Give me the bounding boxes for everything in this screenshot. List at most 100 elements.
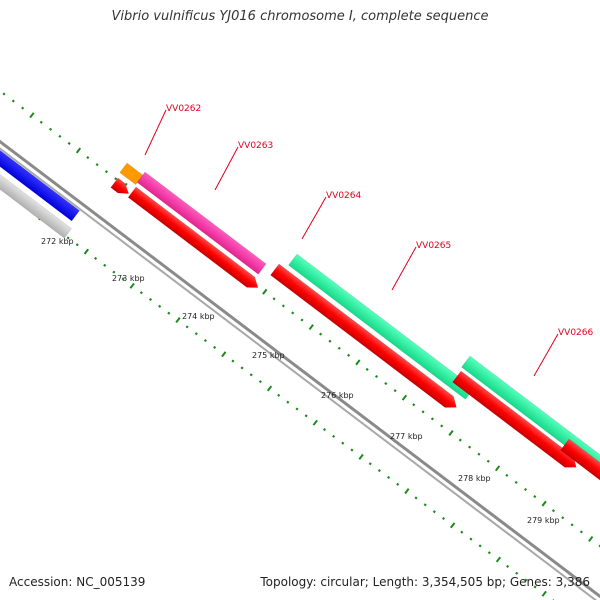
outer-minor-tick bbox=[486, 459, 490, 463]
outer-minor-tick bbox=[533, 495, 537, 499]
outer-minor-tick bbox=[551, 509, 555, 513]
gene-leader-line bbox=[214, 146, 239, 191]
inner-minor-tick bbox=[148, 297, 153, 302]
inner-minor-tick bbox=[332, 434, 336, 438]
ruler-label: 275 kbp bbox=[252, 351, 285, 360]
gene-leader-line bbox=[391, 246, 417, 291]
inner-minor-tick bbox=[460, 530, 464, 534]
green-feature-vv0265 bbox=[288, 253, 475, 400]
outer-minor-tick bbox=[58, 134, 62, 138]
gene-label-vv0263: VV0263 bbox=[238, 141, 273, 151]
inner-minor-tick bbox=[304, 414, 308, 418]
cds-vv0265-shape bbox=[270, 263, 457, 408]
cds-vv0266 bbox=[452, 370, 577, 468]
outer-minor-tick bbox=[458, 438, 462, 442]
outer-minor-tick bbox=[523, 487, 528, 492]
outer-minor-tick bbox=[328, 339, 332, 343]
orange-feature-vv0262-shape bbox=[119, 162, 144, 186]
outer-minor-tick bbox=[561, 516, 565, 520]
outer-minor-tick bbox=[365, 367, 369, 371]
outer-minor-tick bbox=[579, 530, 583, 534]
backbone-line-inner bbox=[0, 147, 598, 600]
inner-minor-tick bbox=[341, 441, 345, 445]
ruler-label: 277 kbp bbox=[390, 432, 423, 441]
outer-minor-tick bbox=[21, 106, 25, 110]
inner-minor-tick bbox=[469, 537, 473, 541]
outer-major-tick bbox=[494, 465, 501, 472]
outer-minor-tick bbox=[272, 297, 276, 301]
magenta-feature-vv0263 bbox=[136, 171, 267, 275]
inner-minor-tick bbox=[203, 339, 207, 343]
blue-feature-shape bbox=[0, 119, 80, 222]
inner-minor-tick bbox=[506, 564, 510, 568]
outer-minor-tick bbox=[39, 120, 43, 124]
outer-minor-tick bbox=[114, 177, 118, 181]
gene-label-vv0262: VV0262 bbox=[166, 104, 201, 114]
inner-minor-tick bbox=[377, 469, 381, 473]
inner-minor-tick bbox=[249, 373, 253, 377]
inner-minor-tick bbox=[396, 482, 400, 486]
outer-major-tick bbox=[262, 288, 268, 295]
outer-minor-tick bbox=[430, 417, 434, 421]
outer-minor-tick bbox=[67, 141, 71, 145]
inner-minor-tick bbox=[139, 291, 143, 295]
inner-minor-tick bbox=[277, 393, 281, 397]
magenta-feature-vv0263-shape bbox=[136, 171, 267, 275]
blue-feature bbox=[0, 119, 80, 222]
inner-minor-tick bbox=[533, 585, 537, 589]
inner-minor-tick bbox=[387, 475, 391, 479]
gene-label-vv0264: VV0264 bbox=[326, 191, 361, 201]
ruler-label: 273 kbp bbox=[112, 274, 145, 283]
outer-minor-tick bbox=[477, 452, 481, 456]
outer-minor-tick bbox=[281, 304, 285, 308]
outer-major-tick bbox=[541, 500, 547, 507]
inner-major-tick bbox=[129, 282, 135, 289]
inner-minor-tick bbox=[103, 263, 107, 267]
inner-minor-tick bbox=[185, 325, 189, 329]
gene-leader-line bbox=[301, 196, 327, 240]
outer-minor-tick bbox=[374, 374, 379, 379]
outer-minor-tick bbox=[570, 523, 574, 527]
ruler-label: 272 kbp bbox=[41, 237, 74, 246]
outer-minor-tick bbox=[421, 410, 425, 414]
inner-minor-tick bbox=[487, 551, 491, 555]
inner-minor-tick bbox=[286, 400, 290, 404]
grey-feature bbox=[0, 143, 72, 239]
cds-vv0265 bbox=[270, 263, 457, 408]
outer-major-tick bbox=[308, 324, 314, 331]
ruler-label: 278 kbp bbox=[458, 474, 491, 483]
outer-major-tick bbox=[75, 147, 82, 154]
inner-minor-tick bbox=[441, 516, 446, 521]
outer-minor-tick bbox=[300, 318, 304, 322]
inner-minor-tick bbox=[414, 496, 418, 500]
cds-vv0262 bbox=[110, 177, 130, 194]
outer-tick-row bbox=[2, 92, 600, 548]
cds-vv0263-shape bbox=[127, 186, 259, 288]
outer-major-tick bbox=[588, 535, 594, 542]
inner-major-tick bbox=[495, 556, 502, 563]
outer-major-tick bbox=[355, 359, 361, 366]
outer-minor-tick bbox=[104, 170, 108, 174]
outer-minor-tick bbox=[505, 473, 509, 477]
inner-minor-tick bbox=[75, 243, 79, 247]
inner-minor-tick bbox=[121, 277, 125, 281]
inner-minor-tick bbox=[231, 359, 235, 363]
gene-label-vv0265: VV0265 bbox=[416, 241, 451, 251]
ruler-label: 276 kbp bbox=[321, 391, 354, 400]
map-title: Vibrio vulnificus YJ016 chromosome I, co… bbox=[111, 9, 489, 24]
inner-minor-tick bbox=[478, 544, 482, 548]
outer-minor-tick bbox=[291, 311, 295, 315]
inner-minor-tick bbox=[258, 380, 262, 384]
inner-minor-tick bbox=[322, 427, 327, 432]
outer-minor-tick bbox=[337, 346, 341, 350]
gene-labels: VV0262 VV0263 VV0264 VV0265 VV0266 bbox=[144, 104, 593, 377]
inner-minor-tick bbox=[194, 332, 198, 336]
cds-vv0262-shape bbox=[110, 177, 130, 194]
outer-minor-tick bbox=[95, 163, 99, 167]
inner-minor-tick bbox=[295, 407, 299, 411]
grey-feature-shape bbox=[0, 143, 72, 239]
outer-minor-tick bbox=[2, 92, 6, 96]
outer-minor-tick bbox=[412, 403, 416, 407]
backbone-line-outer bbox=[0, 139, 600, 599]
